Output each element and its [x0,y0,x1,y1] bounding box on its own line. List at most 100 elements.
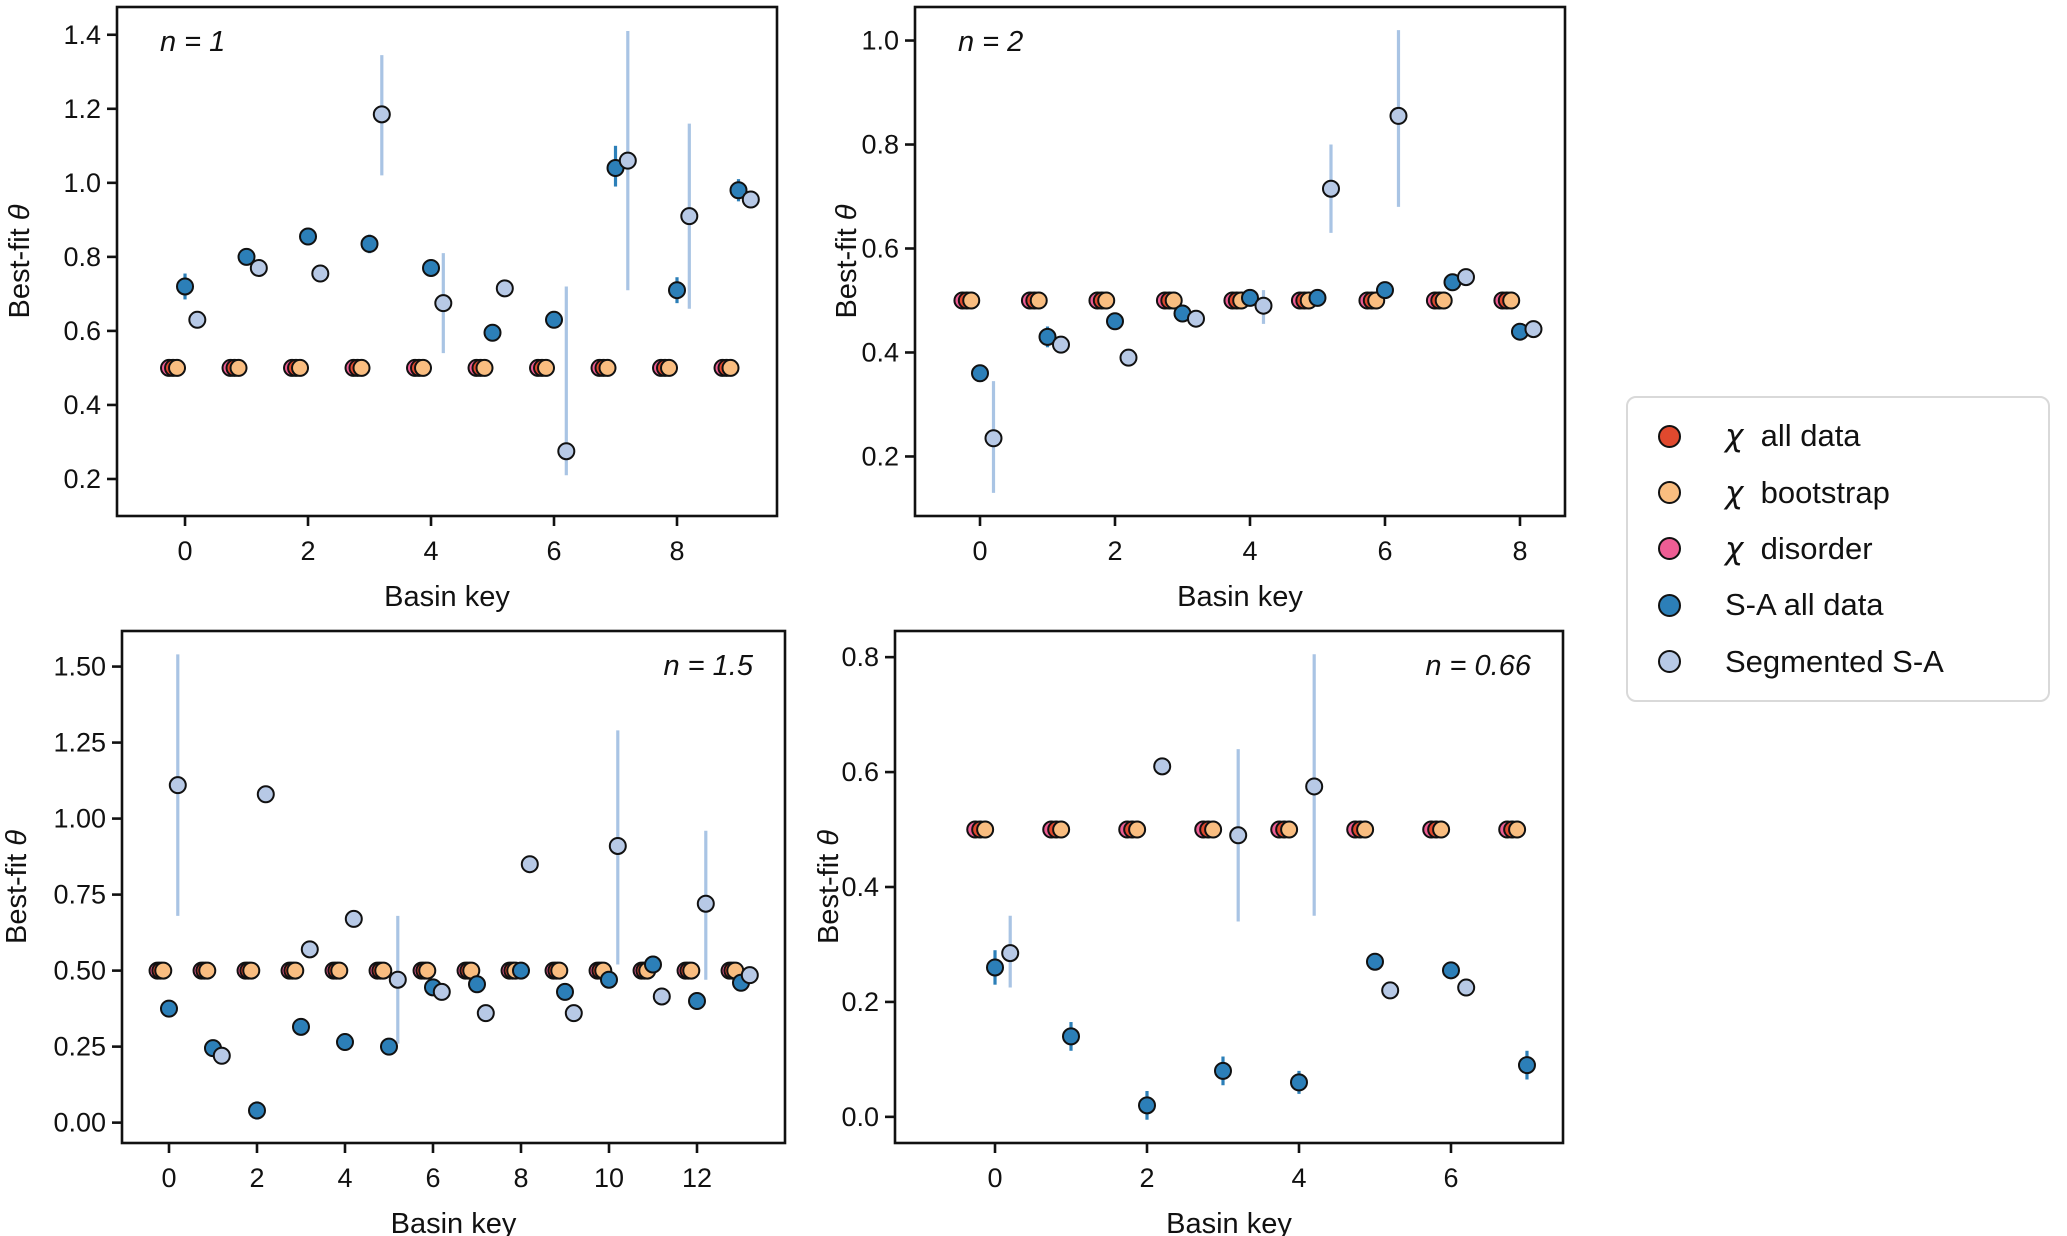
x-tick-label: 0 [987,1163,1002,1193]
x-tick-label: 6 [1443,1163,1458,1193]
segmented-sa-point [256,785,275,804]
chi-bootstrap-point [198,961,217,980]
y-tick-label: 1.0 [63,168,101,198]
axes-frame [115,5,779,518]
y-tick-label: 1.4 [63,20,101,50]
subplot-title: n = 2 [958,26,1023,58]
legend-item-chi-disorder: χ disorder [1658,531,2048,567]
sa-all-data-point [1375,281,1394,300]
x-tick-label: 8 [513,1163,528,1193]
x-tick-label: 12 [682,1163,712,1193]
y-tick-label: 0.75 [53,880,106,910]
segmented-sa-point [740,966,759,985]
y-tick-label: 0.8 [841,642,879,672]
x-tick-label: 2 [1139,1163,1154,1193]
y-tick-label: 0.8 [861,130,899,160]
sa-all-data-point [986,958,1005,977]
legend-item-chi-all-data: χ all data [1658,418,2048,454]
chi-bootstrap-point [1029,291,1048,310]
y-tick-label: 0.8 [63,242,101,272]
y-tick-label: 1.25 [53,728,106,758]
chi-bootstrap-point [1432,820,1451,839]
chi-bootstrap-point [1052,820,1071,839]
data-points [966,654,1536,1120]
y-tick-label: 0.0 [841,1102,879,1132]
y-axis-label: Best-fit θ [813,830,845,944]
y-tick-label: 0.4 [63,390,101,420]
chi-all-data-marker-icon [1658,424,1681,448]
sa-all-data-point [1038,327,1057,346]
y-axis-label: Best-fit θ [1,830,33,944]
y-tick-label: 1.50 [53,652,106,682]
sa-all-data-point [335,1033,354,1052]
segmented-sa-point [344,909,363,928]
segmented-sa-point [188,310,207,329]
x-tick-label: 0 [178,536,193,566]
data-points [953,30,1543,493]
segmented-sa-point [741,190,760,209]
sa-all-data-point [1308,288,1327,307]
y-tick-label: 0.2 [63,464,101,494]
segmented-sa-marker-icon [1658,650,1681,674]
x-tick-label: 10 [594,1163,624,1193]
sa-all-data-point [971,364,989,383]
x-tick-label: 8 [1512,536,1527,566]
sa-all-data-point [379,1037,398,1056]
sa-all-data-point [599,970,618,989]
subplot-title: n = 1 [160,26,225,58]
sa-all-data-point [729,181,748,200]
chi-bootstrap-point [962,291,981,310]
legend-item-segmented-sa: Segmented S-A [1658,644,2048,680]
legend-label: Segmented S-A [1725,643,1944,679]
sa-all-data-point [668,281,687,300]
y-tick-label: 0.6 [861,234,899,264]
y-tick-label: 0.50 [53,956,106,986]
sa-all-data-point [1240,288,1259,307]
chi-bootstrap-point [682,961,701,980]
chi-bootstrap-marker-icon [1658,481,1681,505]
subplot-title: n = 1.5 [664,650,754,682]
x-axis-label: Basin key [1177,581,1303,613]
segmented-sa-point [564,1004,583,1023]
x-axis-label: Basin key [1166,1208,1292,1236]
sa-all-data-point [483,323,502,342]
y-tick-label: 0.00 [53,1108,106,1138]
segmented-sa-point [1229,826,1248,845]
segmented-sa-point [696,894,715,913]
chi-bootstrap-point [1356,820,1375,839]
x-tick-label: 4 [1242,536,1257,566]
y-tick-label: 1.2 [63,94,101,124]
sa-all-data-point [687,992,706,1011]
x-tick-label: 4 [337,1163,352,1193]
segmented-sa-point [1001,944,1020,963]
x-tick-label: 4 [423,536,438,566]
y-axis: 0.00 0.25 0.50 0.75 1.00 1.25 1.50 [53,652,122,1138]
sa-all-data-point [1517,1056,1536,1075]
chi-bootstrap-point [1502,291,1521,310]
segmented-sa-point [1457,978,1476,997]
x-axis: 0 2 4 6 8 [972,516,1527,566]
x-axis: 0 2 4 6 [987,1143,1458,1193]
sa-all-data-point [555,982,574,1001]
segmented-sa-point [476,1004,495,1023]
chi-bootstrap-point [374,961,393,980]
legend: χ all data χ bootstrap χ disorder S-A al… [1626,396,2050,702]
legend-label: χ bootstrap [1725,474,1890,511]
sa-all-data-point [1138,1096,1157,1115]
chi-bootstrap-point [976,820,995,839]
legend-item-sa-all-data: S-A all data [1658,587,2048,623]
segmented-sa-point [212,1046,231,1065]
sa-all-data-point [237,247,256,266]
x-tick-label: 6 [425,1163,440,1193]
y-tick-label: 0.4 [841,872,879,902]
segmented-sa-point [300,940,319,959]
segmented-sa-point [311,264,330,283]
chi-bootstrap-point [1164,291,1183,310]
subplot-n-0-66: 0 2 4 6 0.0 0.2 0.4 0.6 0.8 Basin key Best-fit θ n … [813,629,1565,1236]
chi-disorder-marker-icon [1658,537,1681,561]
sa-all-data-point [467,975,486,994]
y-tick-label: 0.4 [861,337,899,367]
y-tick-label: 0.2 [861,441,899,471]
